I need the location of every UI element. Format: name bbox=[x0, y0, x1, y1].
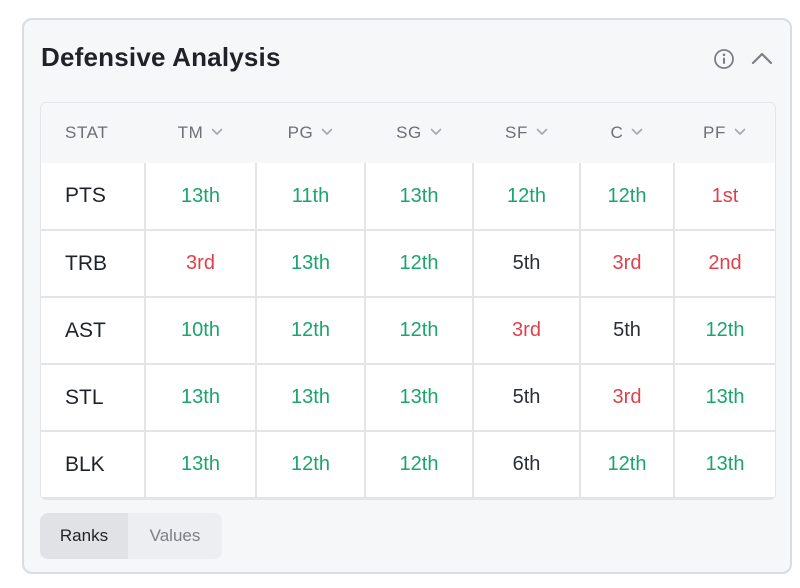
table-row: PTS 13th 11th 13th 12th 12th 1st bbox=[41, 163, 775, 231]
rank-cell: 3rd bbox=[473, 297, 581, 365]
chevron-down-icon bbox=[430, 128, 442, 135]
table-header-row: STAT TM PG SG SF C PF bbox=[41, 103, 775, 163]
chevron-down-icon bbox=[734, 128, 746, 135]
values-toggle-button[interactable]: Values bbox=[149, 526, 201, 545]
rank-cell: 13th bbox=[145, 163, 257, 231]
column-header-pg[interactable]: PG bbox=[256, 103, 365, 163]
ranks-toggle-button[interactable]: Ranks bbox=[40, 513, 128, 559]
column-header-sf[interactable]: SF bbox=[473, 103, 580, 163]
chevron-down-icon bbox=[322, 128, 333, 135]
rank-cell: 12th bbox=[365, 230, 474, 298]
chevron-down-icon bbox=[632, 128, 643, 135]
stat-name-cell: STL bbox=[41, 364, 146, 432]
column-header-label: SF bbox=[505, 123, 528, 142]
chevron-down-icon bbox=[536, 128, 548, 135]
rank-cell: 13th bbox=[256, 364, 366, 432]
column-header-stat: STAT bbox=[41, 103, 145, 163]
rank-cell: 12th bbox=[365, 431, 474, 499]
rank-cell: 13th bbox=[674, 364, 775, 432]
stat-name-cell: TRB bbox=[41, 230, 146, 298]
rank-cell: 13th bbox=[365, 364, 474, 432]
rank-cell: 12th bbox=[256, 297, 366, 365]
rank-cell: 12th bbox=[674, 297, 775, 365]
column-header-tm[interactable]: TM bbox=[145, 103, 256, 163]
table-body: PTS 13th 11th 13th 12th 12th 1st TRB 3rd 13th 12th… bbox=[41, 163, 775, 499]
column-header-label: SG bbox=[396, 123, 422, 142]
rank-cell: 2nd bbox=[674, 230, 775, 298]
rank-cell: 12th bbox=[580, 431, 675, 499]
info-circle-icon[interactable] bbox=[713, 48, 735, 70]
rank-cell: 3rd bbox=[145, 230, 257, 298]
chevron-up-icon[interactable] bbox=[750, 48, 774, 70]
column-header-label: PF bbox=[703, 123, 726, 142]
rank-cell: 1st bbox=[674, 163, 775, 231]
table-row: AST 10th 12th 12th 3rd 5th 12th bbox=[41, 297, 775, 365]
column-header-pf[interactable]: PF bbox=[674, 103, 775, 163]
column-header-sg[interactable]: SG bbox=[365, 103, 473, 163]
column-header-label: TM bbox=[177, 123, 204, 142]
rank-cell: 12th bbox=[473, 163, 581, 231]
rank-cell: 13th bbox=[145, 364, 257, 432]
stat-name-cell: BLK bbox=[41, 431, 146, 499]
rank-cell: 5th bbox=[473, 364, 581, 432]
rank-cell: 12th bbox=[365, 297, 474, 365]
card-title: Defensive Analysis bbox=[41, 42, 281, 72]
table-row: STL 13th 13th 13th 5th 3rd 13th bbox=[41, 364, 775, 432]
column-header-c[interactable]: C bbox=[580, 103, 674, 163]
rank-cell: 5th bbox=[473, 230, 581, 298]
column-header-label: C bbox=[610, 123, 624, 142]
table-row: BLK 13th 12th 12th 6th 12th 13th bbox=[41, 431, 775, 499]
rank-cell: 3rd bbox=[580, 364, 675, 432]
rank-cell: 3rd bbox=[580, 230, 675, 298]
defensive-analysis-card: Defensive Analysis STAT TM PG SG SF C PF PTS 13… bbox=[22, 18, 792, 574]
rank-cell: 6th bbox=[473, 431, 581, 499]
rank-cell: 5th bbox=[580, 297, 675, 365]
rank-cell: 13th bbox=[256, 230, 366, 298]
chevron-down-icon bbox=[212, 128, 223, 135]
column-header-label: STAT bbox=[65, 123, 109, 142]
defense-rank-table: STAT TM PG SG SF C PF PTS 13th 11th 13th 12th 12th 1… bbox=[40, 102, 776, 500]
rank-cell: 12th bbox=[580, 163, 675, 231]
column-header-label: PG bbox=[287, 123, 314, 142]
table-row: TRB 3rd 13th 12th 5th 3rd 2nd bbox=[41, 230, 775, 298]
rank-cell: 13th bbox=[145, 431, 257, 499]
ranks-values-toggle: Ranks Values bbox=[40, 513, 222, 559]
rank-cell: 10th bbox=[145, 297, 257, 365]
card-header: Defensive Analysis bbox=[24, 20, 790, 100]
rank-cell: 11th bbox=[256, 163, 366, 231]
rank-cell: 12th bbox=[256, 431, 366, 499]
stat-name-cell: PTS bbox=[41, 163, 146, 231]
stat-name-cell: AST bbox=[41, 297, 146, 365]
rank-cell: 13th bbox=[365, 163, 474, 231]
rank-cell: 13th bbox=[674, 431, 775, 499]
